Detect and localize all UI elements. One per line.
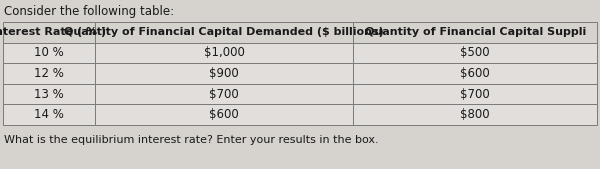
Bar (353, 104, 597, 125)
Text: 12 %: 12 % (34, 67, 64, 80)
Bar (95, 22, 353, 43)
Text: $900: $900 (209, 67, 239, 80)
Bar (3, 22, 95, 43)
Text: Quantity of Financial Capital Suppli: Quantity of Financial Capital Suppli (365, 27, 586, 37)
Bar (3, 63, 95, 84)
Bar (95, 63, 353, 84)
Bar (353, 84, 597, 104)
Bar (95, 43, 353, 63)
Text: $700: $700 (209, 88, 239, 101)
Text: $600: $600 (209, 108, 239, 121)
Text: $700: $700 (460, 88, 490, 101)
Bar (3, 104, 95, 125)
Text: 10 %: 10 % (34, 46, 64, 59)
Text: Quantity of Financial Capital Demanded ($ billions): Quantity of Financial Capital Demanded (… (64, 27, 384, 37)
Bar (95, 84, 353, 104)
Bar (95, 104, 353, 125)
Text: 13 %: 13 % (34, 88, 64, 101)
Text: What is the equilibrium interest rate? Enter your results in the box.: What is the equilibrium interest rate? E… (4, 135, 379, 145)
Bar (353, 43, 597, 63)
Bar (3, 84, 95, 104)
Text: $600: $600 (460, 67, 490, 80)
Text: Interest Rate ( % ): Interest Rate ( % ) (0, 27, 107, 37)
Text: 14 %: 14 % (34, 108, 64, 121)
Text: $500: $500 (460, 46, 490, 59)
Bar (3, 43, 95, 63)
Bar (353, 22, 597, 43)
Bar (353, 63, 597, 84)
Text: $1,000: $1,000 (204, 46, 245, 59)
Text: $800: $800 (460, 108, 490, 121)
Text: Consider the following table:: Consider the following table: (4, 5, 174, 18)
